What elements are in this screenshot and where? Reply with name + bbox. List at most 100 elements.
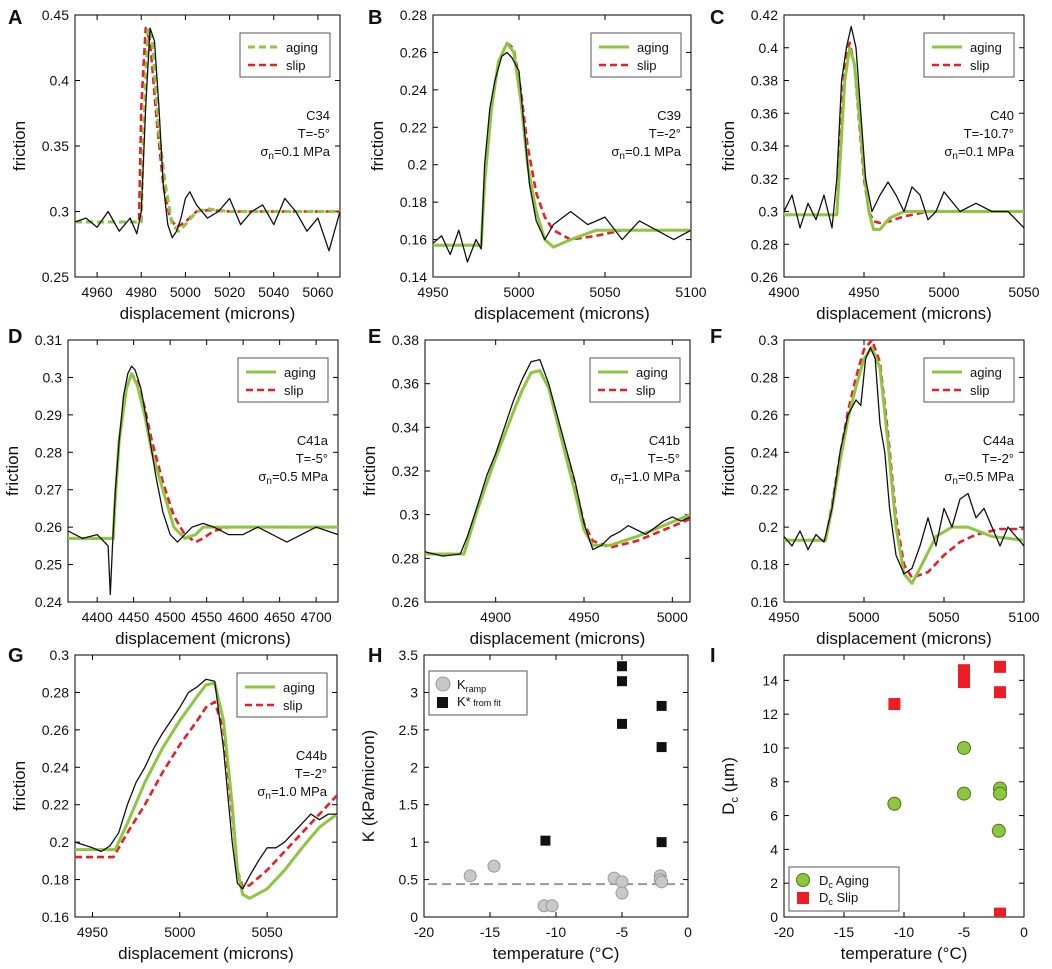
y-axis-label: friction [3,446,22,496]
legend-label: Kramp [457,677,486,694]
x-tick-label: 5000 [164,924,195,940]
y-tick-label: 0.36 [751,105,778,121]
point-kramp [615,886,629,900]
legend-label-aging: aging [970,365,1002,380]
y-tick-label: 1.5 [399,797,419,813]
y-axis-label: friction [719,446,738,496]
y-tick-label: 10 [762,740,778,756]
legend-label: Dc Aging [819,873,869,890]
x-tick-label: 5000 [503,284,534,300]
point-kfit [656,837,667,848]
panel-f: F 0.16 0.18 0.2 0.22 0.24 0.26 0.28 0.3 4950 5000 5… [710,326,1040,648]
plot-frame [783,339,1025,603]
series-line-data [784,346,1024,575]
panel-b: B 0.14 0.16 0.18 0.2 0.22 0.24 0.26 0.28 4950 5000… [368,7,707,323]
y-tick-label: 0.25 [42,269,69,285]
y-tick-label: 0.31 [35,332,62,348]
point-kfit [617,661,627,672]
y-tick-label: 0.18 [400,194,427,210]
series-line-data [784,25,1024,229]
y-tick-label: 0.3 [50,647,70,663]
plot-area [887,660,1007,917]
x-tick-label: 5000 [170,284,201,300]
x-tick-label: 4950 [768,609,799,625]
point-kramp [615,875,629,889]
point-dc-aging [957,740,971,755]
panel-d: D 0.24 0.25 0.26 0.27 0.28 0.29 0.3 0.31 4400 4450… [3,326,339,648]
y-tick-label: 0.24 [400,82,427,98]
legend: aging slip [236,672,328,718]
x-tick-label: 4550 [191,609,222,625]
y-tick-label: 0.2 [759,519,779,535]
panel-c: C 0.26 0.28 0.3 0.32 0.34 0.36 0.38 0.4 0.42 4900 4… [710,7,1040,323]
x-tick-label: 5000 [848,609,879,625]
legend: aging slip [239,32,331,78]
legend-box [239,32,331,78]
y-tick-label: 0.26 [42,722,69,738]
panel-letter: I [710,645,716,667]
legend-marker-kramp [435,676,451,692]
panel-letter: B [368,7,382,29]
annotation-text: T=-2° [982,451,1014,466]
panel-h: H 0 0.5 1 1.5 2 2.5 3 3.5 -20 -15 -10 -5 0 temperature… [359,645,692,963]
y-tick-label: 0.4 [50,73,70,89]
y-tick-label: 0.32 [392,463,419,479]
x-tick-label: 5020 [214,284,245,300]
y-tick-label: 0.26 [35,519,62,535]
x-axis-label: temperature (°C) [493,944,620,963]
y-tick-label: 0.26 [400,44,427,60]
series-line-slip [75,26,340,229]
legend-label-slip: slip [636,383,656,398]
legend-box [923,357,1015,403]
y-tick-label: 0.3 [759,204,779,220]
x-tick-label: 4950 [568,609,599,625]
plot-frame [432,14,692,278]
y-tick-label: 0.28 [400,7,427,23]
legend-label-aging: aging [636,365,668,380]
x-tick-label: 5100 [675,284,706,300]
annotation-text: T=-2° [649,126,681,141]
y-tick-label: 0.22 [42,797,69,813]
x-tick-label: -20 [774,924,794,940]
y-axis-label: friction [10,761,29,811]
legend: aging slip [589,357,681,403]
annotation-text: C44a [983,433,1015,448]
y-tick-label: 0.27 [35,482,62,498]
annotation-normal-stress: σn=0.1 MPa [260,144,330,162]
plot-area [68,365,338,596]
point-kfit [617,718,627,729]
annotation-normal-stress: σn=1.0 MPa [610,469,680,487]
y-axis-label: friction [719,121,738,171]
x-tick-label: 4980 [126,284,157,300]
y-tick-label: 0.32 [751,171,778,187]
series-line-slip [68,372,338,544]
legend-marker-aging [796,873,810,887]
y-tick-label: 0.16 [42,909,69,925]
annotation-normal-stress: σn=0.1 MPa [611,144,681,162]
x-tick-label: 4500 [155,609,186,625]
x-tick-label: -10 [546,924,566,940]
y-tick-label: 2.5 [399,722,419,738]
y-axis-label: friction [10,121,29,171]
series-line-aging [75,681,337,900]
y-tick-label: 0.25 [35,557,62,573]
y-tick-label: 0.22 [400,119,427,135]
x-tick-label: 4650 [264,609,295,625]
panel-e: E 0.26 0.28 0.3 0.32 0.34 0.36 0.38 4900 4950 5000… [360,326,691,648]
plot-area [784,340,1024,585]
point-dc-slip [958,676,970,689]
legend-label-aging: aging [637,40,669,55]
y-tick-label: 4 [770,841,778,857]
y-tick-label: 14 [762,672,778,688]
panel-a: A 0.25 0.3 0.35 0.4 0.45 4960 4980 5000 5020 5040 5… [8,7,341,323]
legend-label: Dc Slip [819,890,858,907]
x-tick-label: 0 [1020,924,1028,940]
y-tick-label: 0.29 [35,407,62,423]
legend-label-slip: slip [970,383,990,398]
legend-label-aging: aging [284,365,316,380]
x-tick-label: -5 [958,924,971,940]
point-dc-aging [957,786,971,801]
x-tick-label: 4900 [768,284,799,300]
y-tick-label: 0.36 [392,376,419,392]
